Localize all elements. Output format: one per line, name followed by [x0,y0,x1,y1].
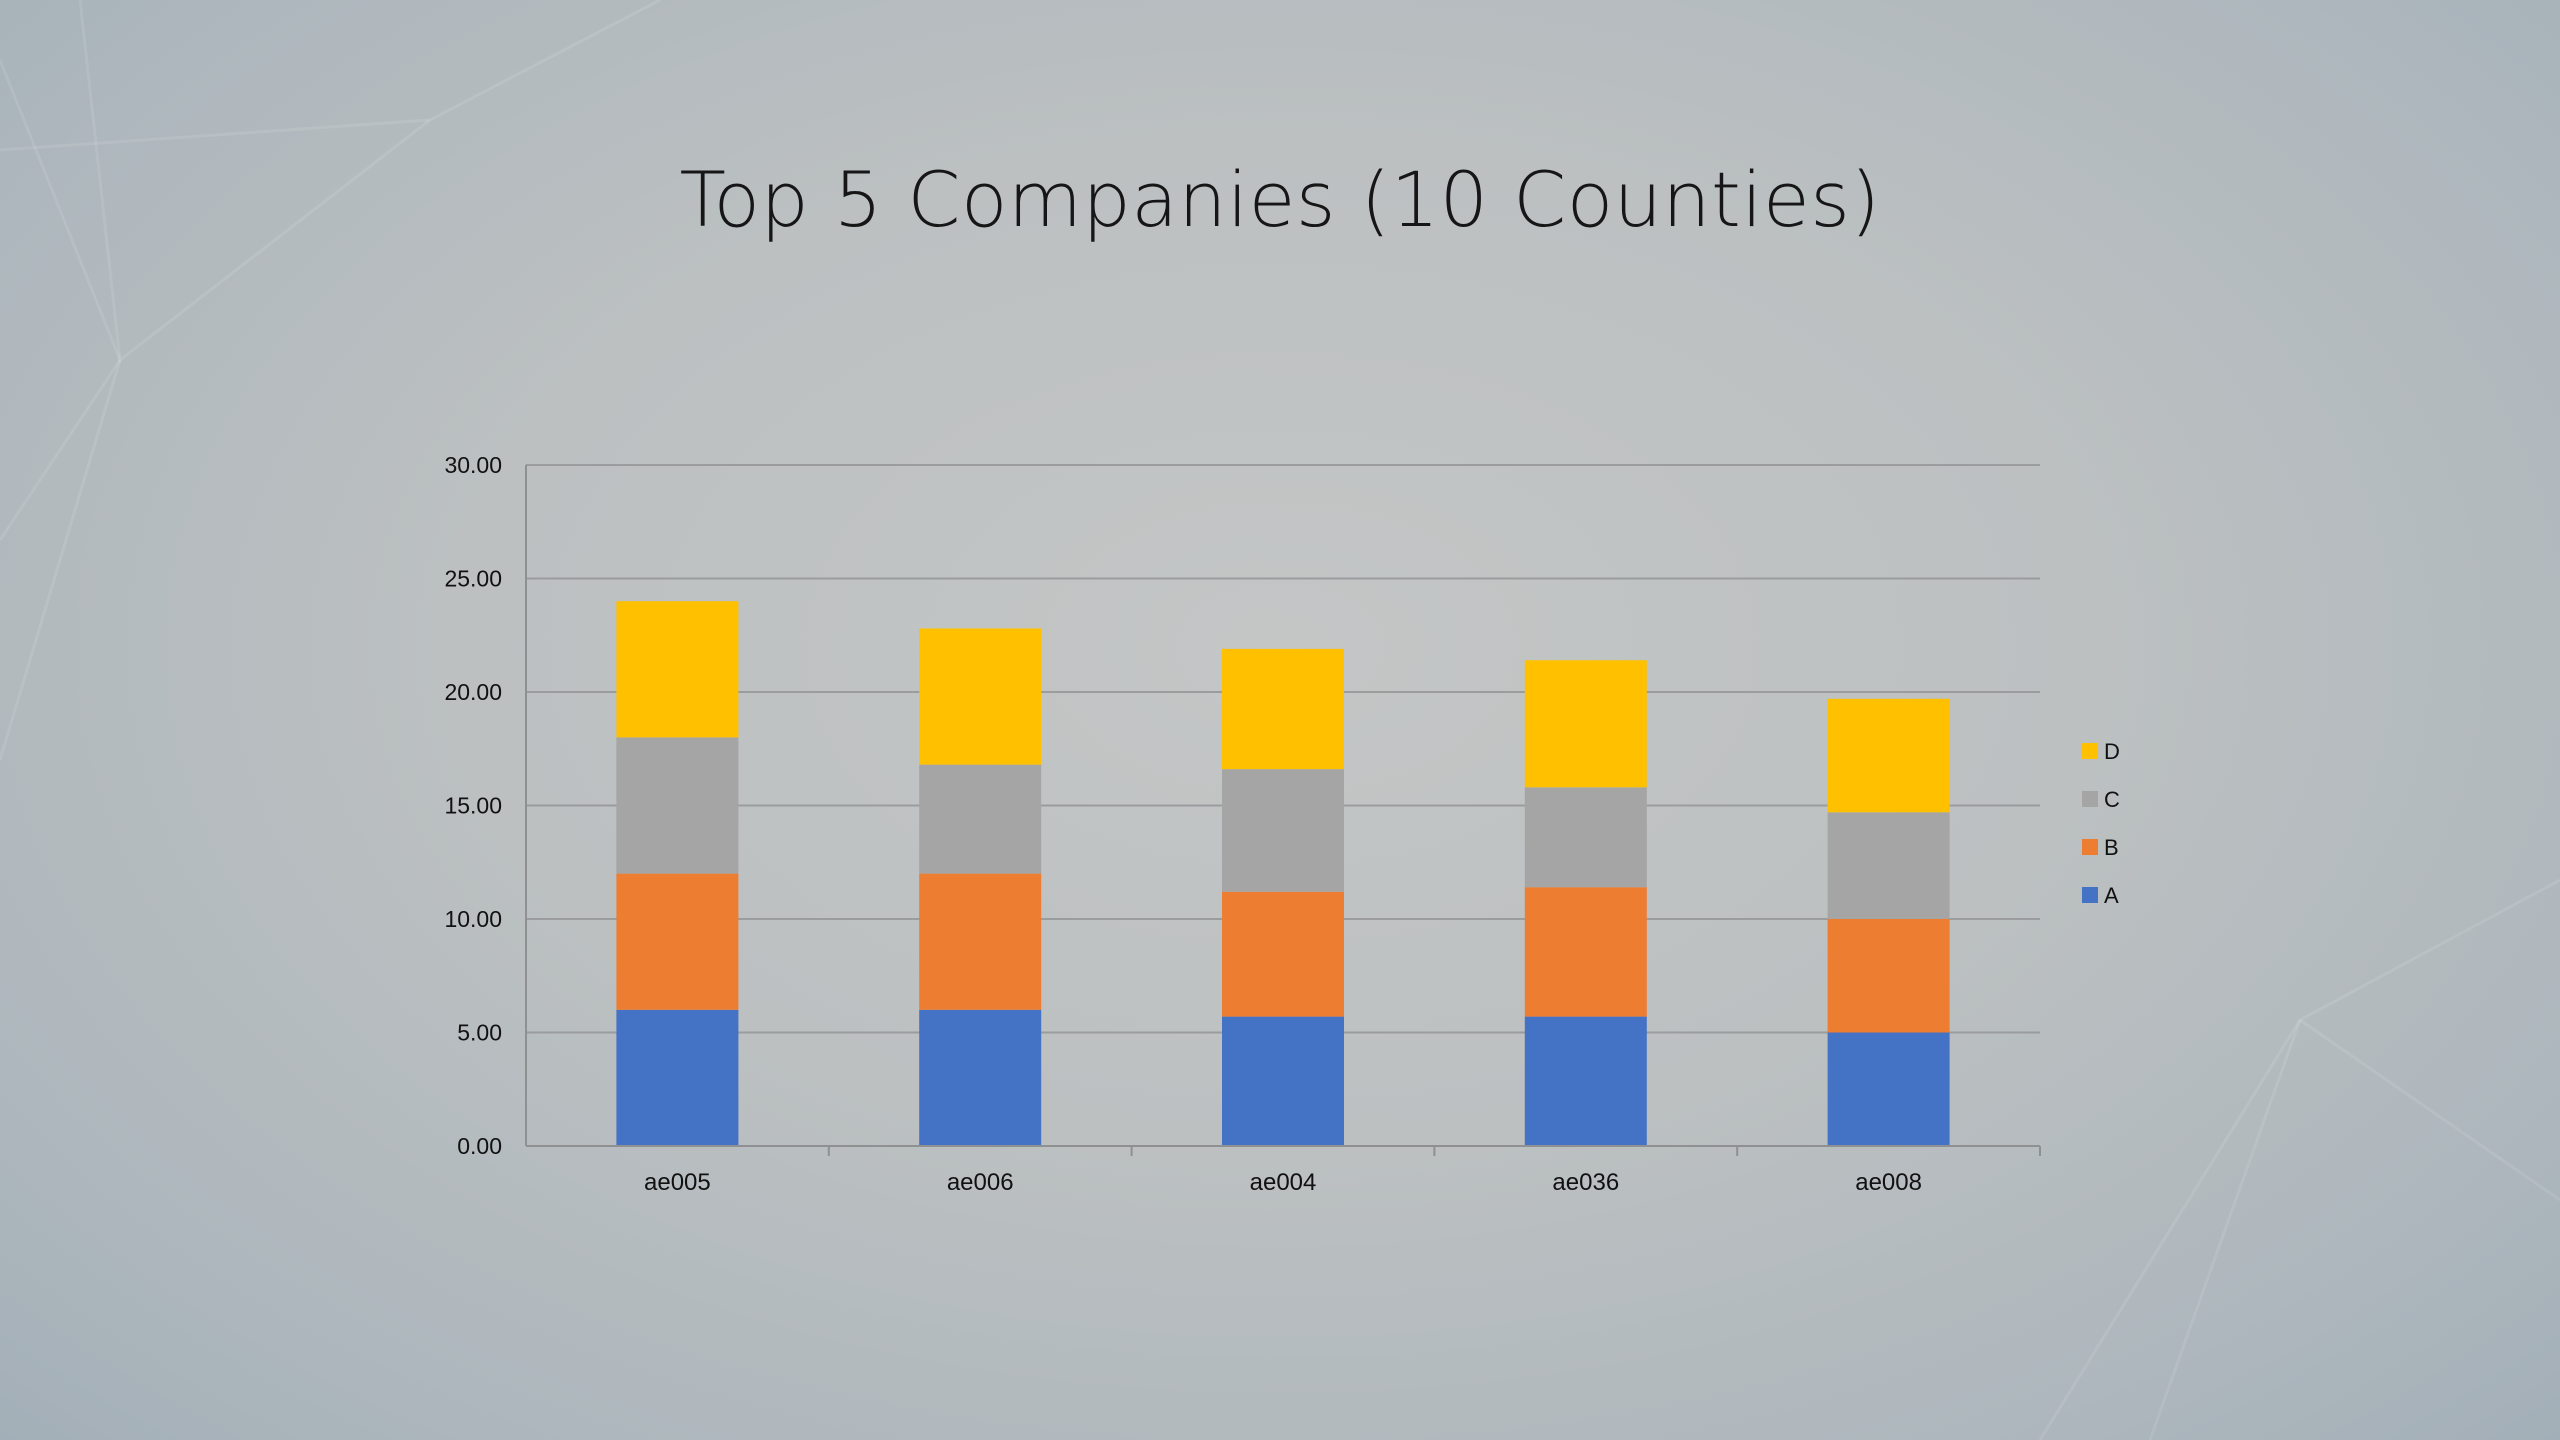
bar-segment-a-ae008 [1827,1032,1950,1146]
bar-segment-a-ae036 [1524,1016,1647,1146]
x-category-label: ae036 [1552,1169,1619,1196]
y-tick-label: 30.00 [444,452,502,478]
legend-label-d: D [2104,739,2120,764]
bars [616,601,1950,1146]
x-category-label: ae005 [644,1169,711,1196]
bar-segment-a-ae005 [616,1009,739,1146]
legend-label-b: B [2104,835,2119,860]
bar-segment-d-ae006 [919,628,1042,765]
x-category-label: ae008 [1855,1169,1922,1196]
legend-swatch-b [2082,839,2098,855]
y-tick-label: 5.00 [457,1020,502,1046]
legend-swatch-d [2082,743,2098,759]
axes: 0.00 5.00 10.00 15.00 20.00 25.00 30.00 ae005 ae… [444,452,2041,1196]
x-category-label: ae006 [947,1169,1014,1196]
x-category-label: ae004 [1250,1169,1317,1196]
y-tick-label: 15.00 [444,793,502,819]
y-tick-label: 10.00 [444,906,502,932]
y-tick-label: 25.00 [444,566,502,592]
bar-segment-d-ae036 [1524,660,1647,788]
bar-segment-b-ae008 [1827,919,1950,1033]
bar-segment-b-ae036 [1524,887,1647,1017]
legend-label-a: A [2104,883,2119,908]
bar-segment-d-ae008 [1827,698,1950,813]
bar-segment-b-ae006 [919,873,1042,1010]
bar-segment-b-ae004 [1222,891,1344,1017]
bar-segment-d-ae004 [1222,648,1344,770]
bar-segment-a-ae006 [919,1009,1042,1146]
legend-label-c: C [2104,787,2120,812]
bar-segment-c-ae005 [616,737,739,874]
bar-segment-a-ae004 [1222,1016,1344,1146]
legend-swatch-a [2082,887,2098,903]
bar-segment-b-ae005 [616,873,739,1010]
bar-segment-c-ae006 [919,764,1042,874]
bar-segment-c-ae036 [1524,787,1647,888]
bar-segment-c-ae008 [1827,812,1950,919]
slide-title: Top 5 Companies (10 Counties) [679,155,1881,244]
y-tick-label: 20.00 [444,679,502,705]
bar-segment-c-ae004 [1222,769,1344,892]
y-tick-label: 0.00 [457,1133,502,1159]
bar-segment-d-ae005 [616,601,739,738]
legend-swatch-c [2082,791,2098,807]
